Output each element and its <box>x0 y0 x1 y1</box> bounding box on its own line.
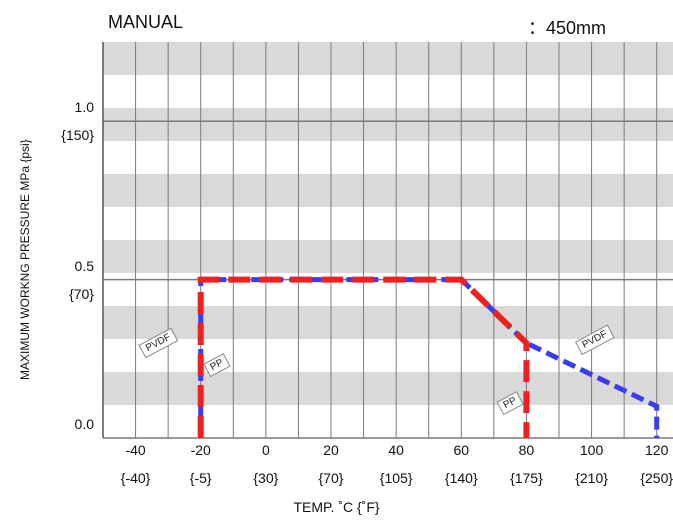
y-tick-label-psi: {70} <box>69 285 94 302</box>
y-tick-label-psi: {150} <box>61 127 94 144</box>
x-tick-label-f: {140} <box>444 470 478 486</box>
y-tick-label: 0.0 <box>74 416 94 432</box>
x-tick-label-f: {70} <box>318 470 344 486</box>
x-tick-label: 20 <box>323 442 339 458</box>
x-tick-label: 100 <box>579 442 604 458</box>
annotation-pp: PP <box>496 391 524 416</box>
series-line-pp <box>197 276 530 438</box>
annotation-pp: PP <box>203 353 231 378</box>
x-tick-label: 120 <box>645 442 669 458</box>
series-line-pvdf <box>198 277 660 438</box>
x-tick-label: 80 <box>518 442 535 458</box>
x-tick-label-f: {210} <box>575 470 608 486</box>
x-tick-label-f: {105} <box>379 470 413 486</box>
x-tick-label: 60 <box>453 442 470 458</box>
chart-subtitle: ：450mm <box>528 18 607 38</box>
y-tick-label: 0.5 <box>74 257 94 274</box>
y-tick-label: 1.0 <box>74 99 94 116</box>
x-tick-label-f: {-5} <box>189 470 212 486</box>
grid-band <box>103 108 673 141</box>
x-tick-label: -40 <box>125 442 146 458</box>
x-tick-label: 40 <box>388 442 404 458</box>
x-axis-label: TEMP. ˚C {˚F} <box>293 499 380 515</box>
grid-band <box>103 42 673 75</box>
x-tick-label-f: {30} <box>253 470 279 486</box>
grid-band <box>103 372 673 405</box>
x-tick-label: -20 <box>190 442 211 458</box>
grid-band <box>103 174 673 207</box>
grid-band <box>103 306 673 339</box>
x-tick-label: 0 <box>261 442 270 458</box>
x-tick-label-f: {-40} <box>120 470 151 486</box>
chart-title: MANUAL <box>108 12 184 32</box>
x-tick-label-f: {175} <box>510 470 543 486</box>
grid-band <box>103 240 673 273</box>
x-tick-label-f: {250} <box>640 470 673 486</box>
